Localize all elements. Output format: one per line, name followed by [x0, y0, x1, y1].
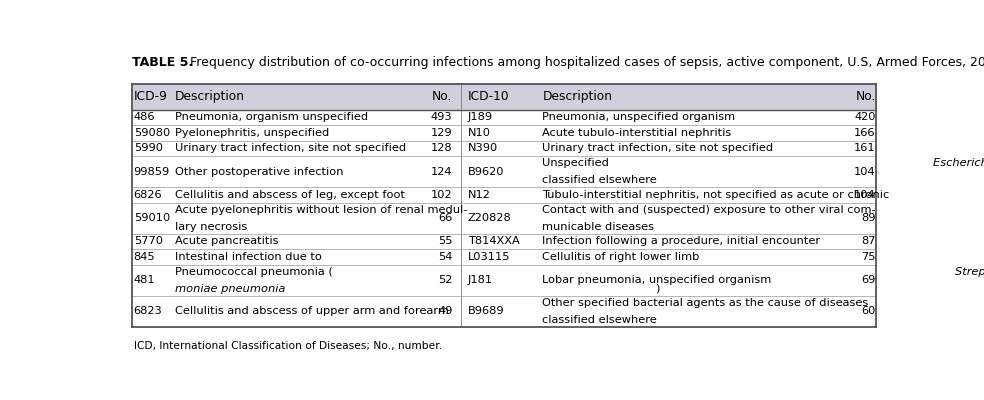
Text: 124: 124	[431, 167, 453, 177]
Text: N390: N390	[467, 143, 498, 153]
Text: 420: 420	[854, 112, 876, 122]
Text: 104: 104	[854, 167, 876, 177]
Text: Pneumonia, organism unspecified: Pneumonia, organism unspecified	[175, 112, 368, 122]
Text: Pyelonephritis, unspecified: Pyelonephritis, unspecified	[175, 128, 329, 138]
Text: Z20828: Z20828	[467, 213, 512, 223]
Text: 129: 129	[431, 128, 453, 138]
Text: 493: 493	[431, 112, 453, 122]
Text: Unspecified: Unspecified	[542, 158, 613, 168]
Text: No.: No.	[432, 90, 453, 104]
Text: moniae pneumonia: moniae pneumonia	[175, 284, 285, 294]
Text: No.: No.	[855, 90, 876, 104]
Text: 166: 166	[854, 128, 876, 138]
Text: TABLE 5.: TABLE 5.	[132, 56, 193, 69]
Text: Contact with and (suspected) exposure to other viral com-: Contact with and (suspected) exposure to…	[542, 205, 876, 215]
Text: classified elsewhere: classified elsewhere	[542, 315, 657, 325]
Text: B9620: B9620	[467, 167, 504, 177]
Bar	[132, 84, 877, 110]
Text: Acute tubulo-interstitial nephritis: Acute tubulo-interstitial nephritis	[542, 128, 732, 138]
Text: 59010: 59010	[134, 213, 170, 223]
Text: T814XXA: T814XXA	[467, 236, 520, 246]
Text: 481: 481	[134, 275, 155, 285]
Text: 161: 161	[854, 143, 876, 153]
Text: Infection following a procedure, initial encounter: Infection following a procedure, initial…	[542, 236, 821, 246]
Text: 486: 486	[134, 112, 155, 122]
Text: Urinary tract infection, site not specified: Urinary tract infection, site not specif…	[542, 143, 773, 153]
Text: Cellulitis and abscess of upper arm and forearm: Cellulitis and abscess of upper arm and …	[175, 306, 449, 316]
Text: ICD-9: ICD-9	[134, 90, 167, 104]
Text: Tubulo-interstitial nephritis, not specified as acute or chronic: Tubulo-interstitial nephritis, not speci…	[542, 190, 890, 200]
Text: Other specified bacterial agents as the cause of diseases: Other specified bacterial agents as the …	[542, 298, 869, 308]
Text: ICD, International Classification of Diseases; No., number.: ICD, International Classification of Dis…	[134, 341, 442, 350]
Text: Acute pancreatitis: Acute pancreatitis	[175, 236, 278, 246]
Text: Intestinal infection due to: Intestinal infection due to	[175, 252, 326, 262]
Text: N10: N10	[467, 128, 491, 138]
Text: 54: 54	[438, 252, 453, 262]
Text: Pneumococcal pneumonia (: Pneumococcal pneumonia (	[175, 267, 333, 277]
Text: 66: 66	[438, 213, 453, 223]
Text: 89: 89	[861, 213, 876, 223]
Text: 5990: 5990	[134, 143, 162, 153]
Text: L03115: L03115	[467, 252, 510, 262]
Text: 60: 60	[861, 306, 876, 316]
Text: Pneumonia, unspecified organism: Pneumonia, unspecified organism	[542, 112, 736, 122]
Text: N12: N12	[467, 190, 491, 200]
Text: Urinary tract infection, site not specified: Urinary tract infection, site not specif…	[175, 143, 406, 153]
Text: 6826: 6826	[134, 190, 162, 200]
Text: 99859: 99859	[134, 167, 170, 177]
Text: J189: J189	[467, 112, 493, 122]
Text: 55: 55	[438, 236, 453, 246]
Text: Escherichia coli: Escherichia coli	[933, 158, 984, 168]
Text: ): )	[655, 284, 659, 294]
Text: municable diseases: municable diseases	[542, 222, 654, 232]
Text: 104: 104	[854, 190, 876, 200]
Text: 6823: 6823	[134, 306, 162, 316]
Text: 87: 87	[861, 236, 876, 246]
Text: Cellulitis of right lower limb: Cellulitis of right lower limb	[542, 252, 700, 262]
Text: Other postoperative infection: Other postoperative infection	[175, 167, 343, 177]
Text: 5770: 5770	[134, 236, 162, 246]
Text: 102: 102	[431, 190, 453, 200]
Text: 845: 845	[134, 252, 155, 262]
Text: Description: Description	[175, 90, 245, 104]
Text: 59080: 59080	[134, 128, 170, 138]
Text: Cellulitis and abscess of leg, except foot: Cellulitis and abscess of leg, except fo…	[175, 190, 404, 200]
Text: classified elsewhere: classified elsewhere	[542, 175, 657, 185]
Text: Acute pyelonephritis without lesion of renal medul-: Acute pyelonephritis without lesion of r…	[175, 205, 467, 215]
Text: Frequency distribution of co-occurring infections among hospitalized cases of se: Frequency distribution of co-occurring i…	[186, 56, 984, 69]
Text: B9689: B9689	[467, 306, 505, 316]
Text: Lobar pneumonia, unspecified organism: Lobar pneumonia, unspecified organism	[542, 275, 771, 285]
Text: Description: Description	[542, 90, 612, 104]
Text: 52: 52	[438, 275, 453, 285]
Text: ICD-10: ICD-10	[467, 90, 510, 104]
Text: 75: 75	[861, 252, 876, 262]
Text: 69: 69	[861, 275, 876, 285]
Text: J181: J181	[467, 275, 493, 285]
Text: Streptococcus pneu-: Streptococcus pneu-	[955, 267, 984, 277]
Text: lary necrosis: lary necrosis	[175, 222, 247, 232]
Text: 49: 49	[438, 306, 453, 316]
Text: 128: 128	[431, 143, 453, 153]
